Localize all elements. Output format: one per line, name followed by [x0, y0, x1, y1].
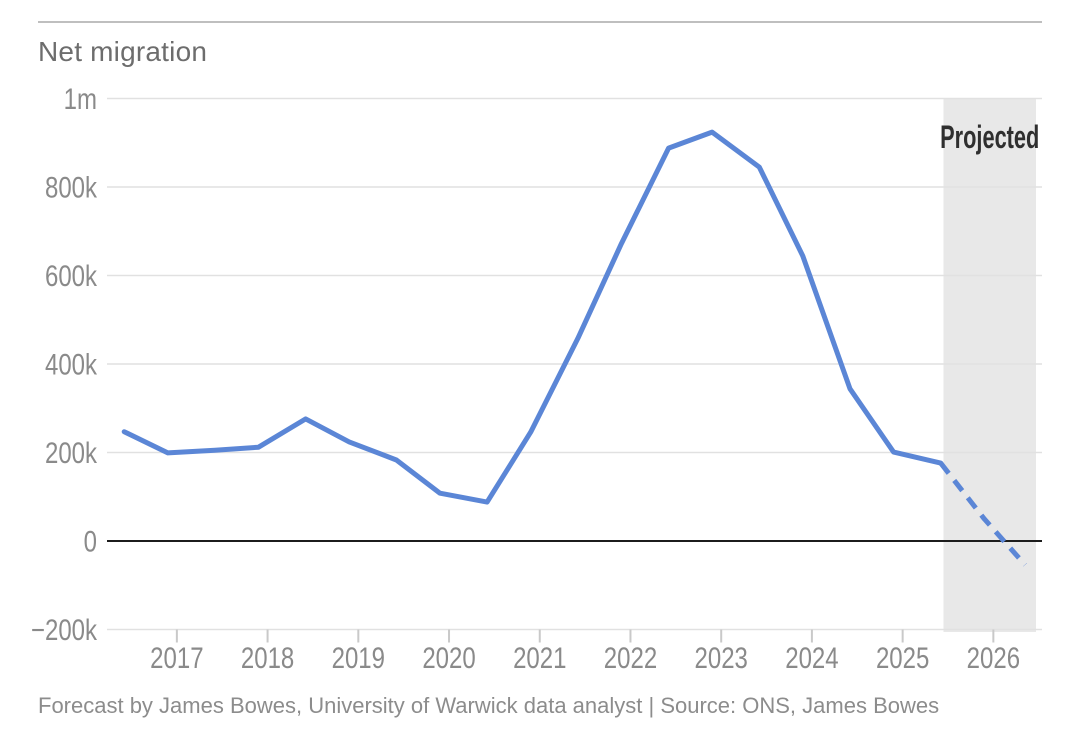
y-tick-label: 600k [45, 258, 97, 292]
x-tick-label: 2024 [785, 640, 838, 674]
top-rule [38, 21, 1042, 23]
x-tick-label: 2019 [332, 640, 385, 674]
chart-title: Net migration [38, 36, 208, 67]
y-tick-label: 400k [45, 347, 97, 381]
x-tick-label: 2025 [876, 640, 929, 674]
projected-label: Projected [940, 119, 1039, 155]
projected-band [943, 98, 1036, 632]
source-attribution: Forecast by James Bowes, University of W… [38, 693, 940, 718]
x-tick-label: 2017 [150, 640, 203, 674]
y-tick-label: 0 [84, 524, 97, 558]
y-tick-label: 200k [45, 435, 97, 469]
y-tick-label: 1m [64, 81, 97, 115]
actual-line [121, 129, 944, 505]
projected-line [938, 461, 1027, 567]
x-tick-label: 2018 [241, 640, 294, 674]
y-tick-label: −200k [31, 612, 97, 646]
x-tick-label: 2026 [967, 640, 1020, 674]
x-tick-label: 2022 [604, 640, 657, 674]
x-tick-label: 2020 [422, 640, 475, 674]
x-tick-label: 2023 [695, 640, 748, 674]
y-tick-label: 800k [45, 170, 97, 204]
x-tick-label: 2021 [513, 640, 566, 674]
